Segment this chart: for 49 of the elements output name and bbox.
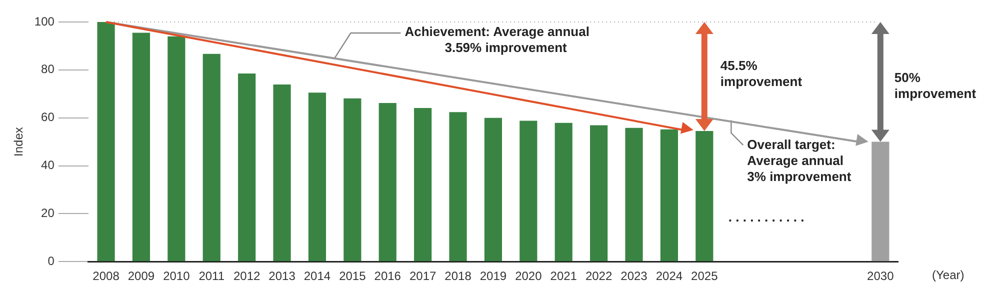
bar [378,102,396,262]
bar [590,125,608,262]
annotation: 45.5% improvement [720,58,803,90]
bar [344,98,362,262]
x-tick-label: 2017 [409,269,436,284]
x-axis-title: (Year) [932,268,964,282]
x-tick-label: 2020 [515,269,542,284]
y-axis-title: Index [12,127,26,156]
x-tick-label: 2023 [620,269,648,284]
x-tick-label: 2030 [867,269,894,284]
bar [449,112,467,262]
x-tick-label: 2022 [585,269,612,284]
bar [273,84,291,262]
x-tick-label: 2016 [374,269,402,284]
bar [484,118,502,262]
x-tick-label: 2018 [444,269,472,284]
y-tick-label: 100 [34,14,55,28]
x-tick-label: 2009 [128,269,155,284]
bar [414,108,432,262]
x-tick-label: 2024 [656,269,683,284]
bar [132,32,150,262]
x-tick-label: 2012 [233,269,260,284]
bar [202,54,220,262]
x-tick-label: 2013 [268,269,296,284]
text: 50% improvement [894,70,977,102]
y-tick-label: 60 [41,110,55,124]
annotation: Overall target: Average annual 3% improvement [747,137,852,184]
bar [238,74,256,262]
y-tick-label: 20 [41,206,55,220]
y-tick-label: 80 [41,62,55,76]
bar [308,92,326,262]
bar [625,128,643,262]
x-tick-label: 2008 [92,269,120,284]
x-tick-label: 2021 [550,269,578,284]
bar [660,129,678,262]
annotation: . . . . . . . . . . . [728,210,804,225]
annotation: Achievement: Average annual 3.59% improvement [404,24,590,56]
x-tick-label: 2025 [691,269,718,284]
bar [520,120,538,262]
bar [554,122,572,262]
x-tick-label: 2011 [198,269,225,284]
x-tick-label: 2019 [480,269,507,284]
x-tick-label: 2015 [339,269,366,284]
x-tick-label: 2014 [304,269,331,284]
x-tick-label: 2010 [163,269,190,284]
y-tick-label: 40 [41,158,55,172]
bar [168,36,186,262]
y-tick-label: 0 [48,254,55,268]
bar [97,22,115,262]
